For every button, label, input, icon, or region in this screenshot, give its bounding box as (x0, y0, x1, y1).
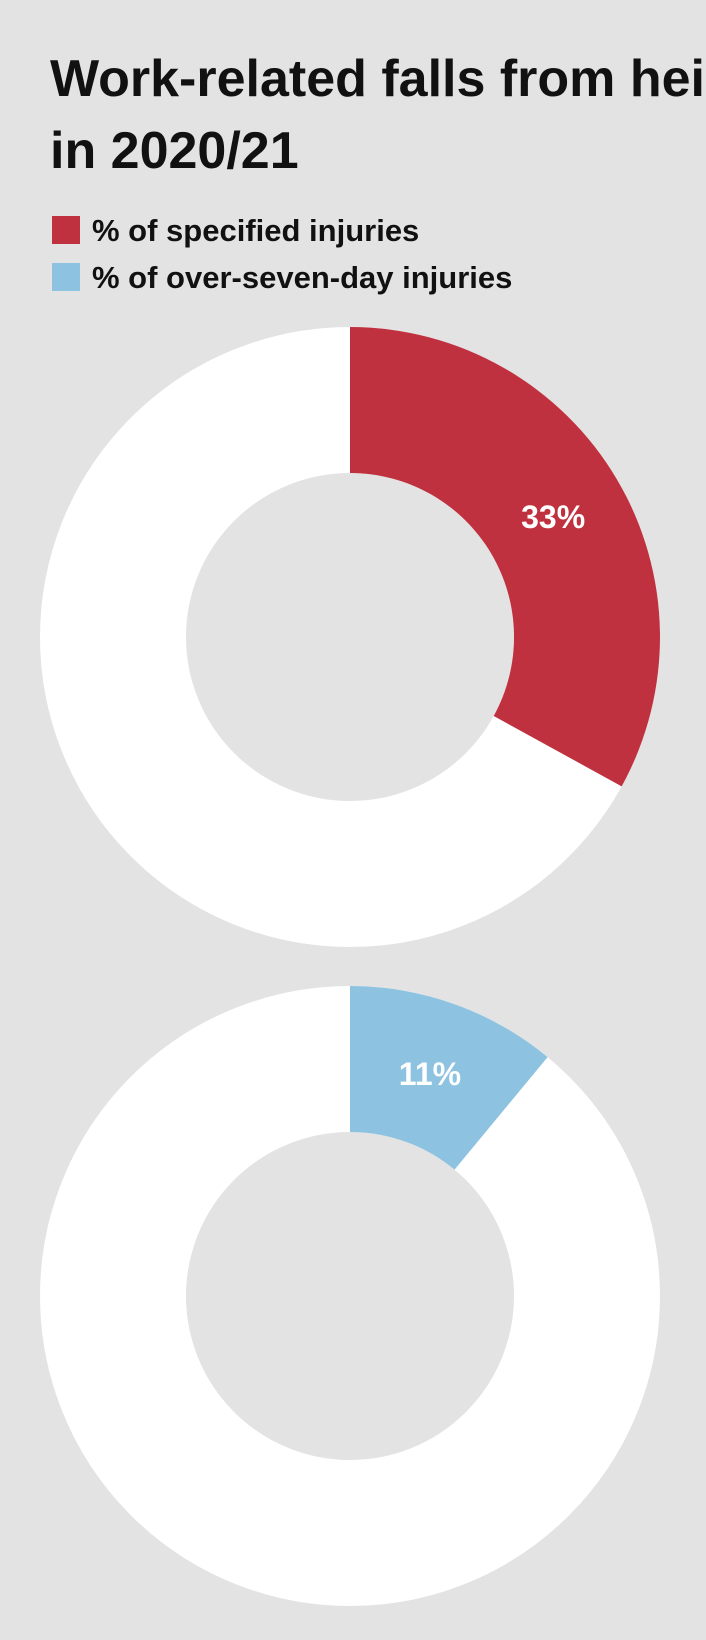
donut-segment (350, 327, 660, 787)
chart-title: Work-related falls from heightin 2020/21 (50, 50, 706, 180)
donut-segment (350, 986, 548, 1170)
legend-label: % of specified injuries (92, 213, 419, 248)
data-label: 11% (399, 1056, 461, 1092)
legend-swatch (52, 216, 80, 244)
legend-label: % of over-seven-day injuries (92, 260, 512, 295)
legend-swatch (52, 263, 80, 291)
data-label: 33% (521, 499, 585, 535)
